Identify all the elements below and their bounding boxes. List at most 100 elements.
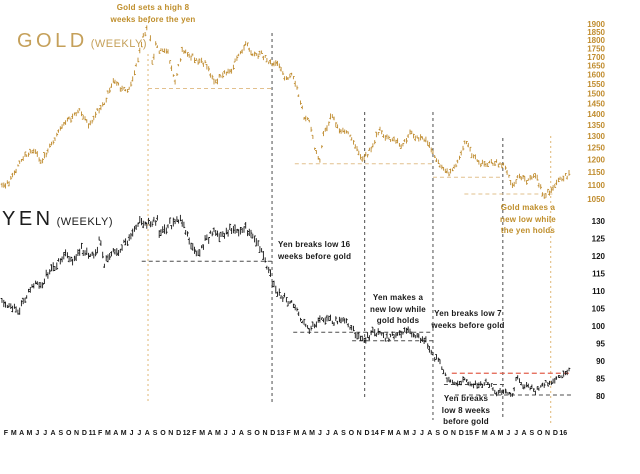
time-axis-label-8: O [66, 430, 72, 437]
time-axis-label-3: M [27, 430, 33, 437]
gold-title-text: GOLD [17, 30, 88, 52]
annotation-gold-makes-new-low: Gold makes a new low while the yen holds [500, 203, 556, 235]
time-axis-label-40: J [318, 430, 322, 437]
gold-axis-tick-1850: 1850 [587, 28, 605, 37]
time-axis-label-36: F [286, 430, 291, 437]
time-axis-label-44: O [349, 430, 355, 437]
time-axis-label-51: M [403, 430, 409, 437]
gold-axis-tick-1350: 1350 [587, 121, 605, 130]
time-axis-label-24: F [192, 430, 197, 437]
time-axis-label-69: N [545, 430, 550, 437]
time-axis-label-61: M [482, 430, 488, 437]
time-axis-label-71: 16 [559, 430, 567, 437]
yen-axis-tick-95: 95 [596, 340, 605, 349]
yen-title-text: YEN [2, 208, 54, 230]
yen-bar-ticks [0, 217, 571, 395]
time-axis-label-55: S [435, 430, 440, 437]
annotation-yen-breaks-low-16: Yen breaks low 16 weeks before gold [278, 240, 352, 261]
gold-axis-tick-1150: 1150 [588, 168, 606, 177]
time-axis-label-58: D [459, 430, 464, 437]
time-axis-label-20: O [160, 430, 166, 437]
time-axis-label-10: D [82, 430, 87, 437]
time-axis-label-15: M [121, 430, 127, 437]
gold-axis-tick-1700: 1700 [587, 53, 605, 62]
time-axis-label-18: A [145, 430, 150, 437]
time-axis-label-43: S [341, 430, 346, 437]
time-axis-label-35: 13 [277, 430, 285, 437]
time-axis-label-41: J [326, 430, 330, 437]
time-axis-label-67: S [530, 430, 535, 437]
annotation-yen-breaks-low-8: Yen breaks low 8 weeks before gold [441, 394, 491, 426]
time-axis-label-12: F [98, 430, 103, 437]
time-axis-label-6: A [50, 430, 55, 437]
gold-title-suffix: (WEEKLY) [90, 38, 148, 50]
gold-axis-tick-1650: 1650 [587, 62, 605, 71]
gold-weekly-bars [1, 20, 570, 199]
gold-axis-tick-1200: 1200 [587, 156, 605, 165]
time-axis-label-38: A [302, 430, 307, 437]
time-axis-label-48: F [381, 430, 386, 437]
time-axis-label-60: F [475, 430, 480, 437]
annotation-yen-breaks-low-7: Yen breaks low 7 weeks before gold [431, 309, 505, 330]
gold-axis-tick-1750: 1750 [587, 44, 605, 53]
time-axis-label-23: 12 [183, 430, 191, 437]
time-axis-label-28: J [224, 430, 228, 437]
gold-panel-title: GOLD (WEEKLY) [17, 30, 147, 53]
gold-axis-tick-1450: 1450 [587, 100, 605, 109]
yen-axis-tick-100: 100 [592, 322, 606, 331]
gold-axis-tick-1300: 1300 [587, 132, 605, 141]
gold-axis-tick-1250: 1250 [587, 144, 605, 153]
time-axis-label-29: J [232, 430, 236, 437]
yen-axis-tick-110: 110 [592, 287, 605, 296]
gold-bar-ticks [0, 20, 571, 199]
time-axis-label-34: D [270, 430, 275, 437]
time-axis-label-49: M [388, 430, 394, 437]
time-axis-label-13: M [105, 430, 111, 437]
time-axis-label-66: A [521, 430, 526, 437]
time-axis-label-57: N [451, 430, 456, 437]
time-axis-label-21: N [168, 430, 173, 437]
time-axis-label-59: 15 [465, 430, 473, 437]
time-axis-label-65: J [514, 430, 518, 437]
gold-axis-tick-1600: 1600 [587, 71, 605, 80]
time-axis-label-50: A [396, 430, 401, 437]
time-axis-label-9: N [74, 430, 79, 437]
time-axis-label-16: J [130, 430, 134, 437]
time-axis-label-52: J [412, 430, 416, 437]
gold-axis-tick-1500: 1500 [587, 90, 605, 99]
yen-axis-tick-85: 85 [596, 375, 605, 384]
time-axis-label-45: N [357, 430, 362, 437]
gold-axis-tick-1550: 1550 [587, 80, 605, 89]
yen-axis-tick-125: 125 [592, 235, 606, 244]
time-axis-label-37: M [293, 430, 299, 437]
time-axis-label-27: M [215, 430, 221, 437]
yen-axis-tick-115: 115 [592, 270, 605, 279]
yen-axis-tick-130: 130 [592, 217, 606, 226]
time-axis-label-19: S [153, 430, 158, 437]
time-axis-label-1: M [11, 430, 17, 437]
gold-axis-tick-1900: 1900 [587, 20, 605, 29]
time-axis-label-42: A [333, 430, 338, 437]
yen-title-suffix: (WEEKLY) [56, 216, 113, 228]
time-axis-label-33: N [262, 430, 267, 437]
time-axis-label-30: A [239, 430, 244, 437]
time-axis-label-26: A [207, 430, 212, 437]
time-axis-label-2: A [19, 430, 24, 437]
yen-axis-tick-120: 120 [592, 252, 606, 261]
time-axis-label-14: A [113, 430, 118, 437]
time-axis-label-25: M [199, 430, 205, 437]
gold-axis-tick-1800: 1800 [587, 36, 605, 45]
time-axis-label-0: F [4, 430, 9, 437]
time-axis-label-17: J [137, 430, 141, 437]
yen-panel-title: YEN (WEEKLY) [2, 208, 113, 231]
yen-axis-tick-80: 80 [596, 392, 605, 401]
time-axis-label-53: J [420, 430, 424, 437]
time-axis-label-32: O [254, 430, 260, 437]
time-axis-label-56: O [443, 430, 449, 437]
yen-axis-tick-105: 105 [592, 305, 606, 314]
time-axis-label-70: D [553, 430, 558, 437]
time-axis-label-47: 14 [371, 430, 379, 437]
gold-axis-tick-1100: 1100 [588, 181, 606, 190]
